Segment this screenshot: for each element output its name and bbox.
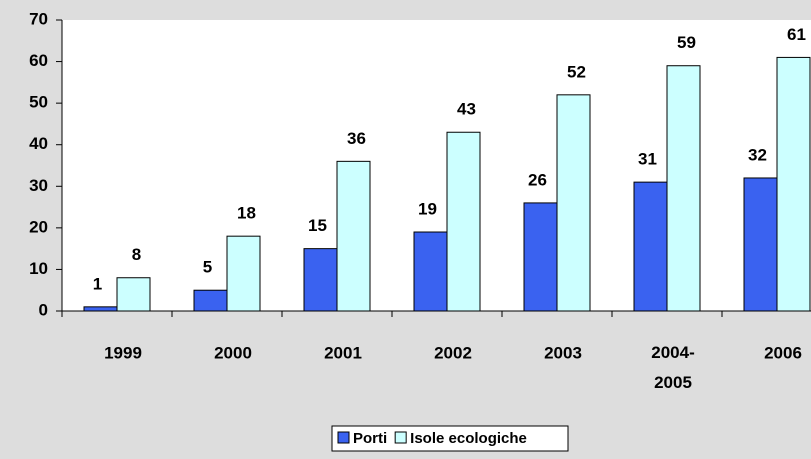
data-label: 59 bbox=[677, 33, 696, 52]
x-tick-label: 2004-2005 bbox=[651, 343, 694, 392]
bar bbox=[556, 94, 591, 312]
data-label: 52 bbox=[567, 62, 586, 81]
bar bbox=[336, 160, 371, 312]
y-tick-label: 0 bbox=[39, 300, 48, 319]
y-tick-label: 20 bbox=[29, 217, 48, 236]
data-label: 43 bbox=[457, 100, 476, 119]
data-label: 32 bbox=[748, 145, 767, 164]
bar bbox=[83, 306, 118, 312]
legend: Porti Isole ecologiche bbox=[331, 425, 569, 452]
legend-label: Isole ecologiche bbox=[410, 430, 527, 447]
x-tick-label: 2003 bbox=[544, 343, 582, 362]
bar bbox=[776, 56, 811, 312]
data-label: 61 bbox=[787, 25, 806, 44]
bar bbox=[413, 231, 448, 312]
bar bbox=[523, 202, 558, 312]
bar bbox=[116, 277, 151, 312]
y-tick-label: 70 bbox=[29, 9, 48, 28]
data-label: 31 bbox=[638, 150, 657, 169]
data-label: 18 bbox=[237, 204, 256, 223]
data-label: 19 bbox=[418, 199, 437, 218]
x-tick-label: 2002 bbox=[434, 343, 472, 362]
legend-box bbox=[331, 425, 569, 452]
bar bbox=[193, 289, 228, 312]
data-label: 36 bbox=[347, 129, 366, 148]
bar bbox=[633, 181, 668, 312]
x-tick-label: 1999 bbox=[104, 343, 142, 362]
y-tick-label: 50 bbox=[29, 93, 48, 112]
legend-swatch bbox=[337, 431, 350, 444]
bar bbox=[446, 131, 481, 312]
data-label: 26 bbox=[528, 170, 547, 189]
bar bbox=[743, 177, 778, 312]
data-label: 8 bbox=[132, 245, 141, 264]
y-tick-label: 30 bbox=[29, 176, 48, 195]
legend-label: Porti bbox=[353, 430, 387, 447]
data-label: 1 bbox=[93, 274, 102, 293]
x-tick-label: 2000 bbox=[214, 343, 252, 362]
data-label: 5 bbox=[203, 258, 212, 277]
bar bbox=[303, 248, 338, 312]
y-tick-label: 60 bbox=[29, 51, 48, 70]
data-label: 15 bbox=[308, 216, 327, 235]
y-tick-label: 40 bbox=[29, 134, 48, 153]
y-tick-label: 10 bbox=[29, 259, 48, 278]
bar bbox=[666, 65, 701, 312]
legend-swatch bbox=[394, 431, 407, 444]
bar bbox=[226, 235, 261, 312]
x-tick-label: 2006 bbox=[764, 343, 802, 362]
x-tick-label: 2001 bbox=[324, 343, 362, 362]
